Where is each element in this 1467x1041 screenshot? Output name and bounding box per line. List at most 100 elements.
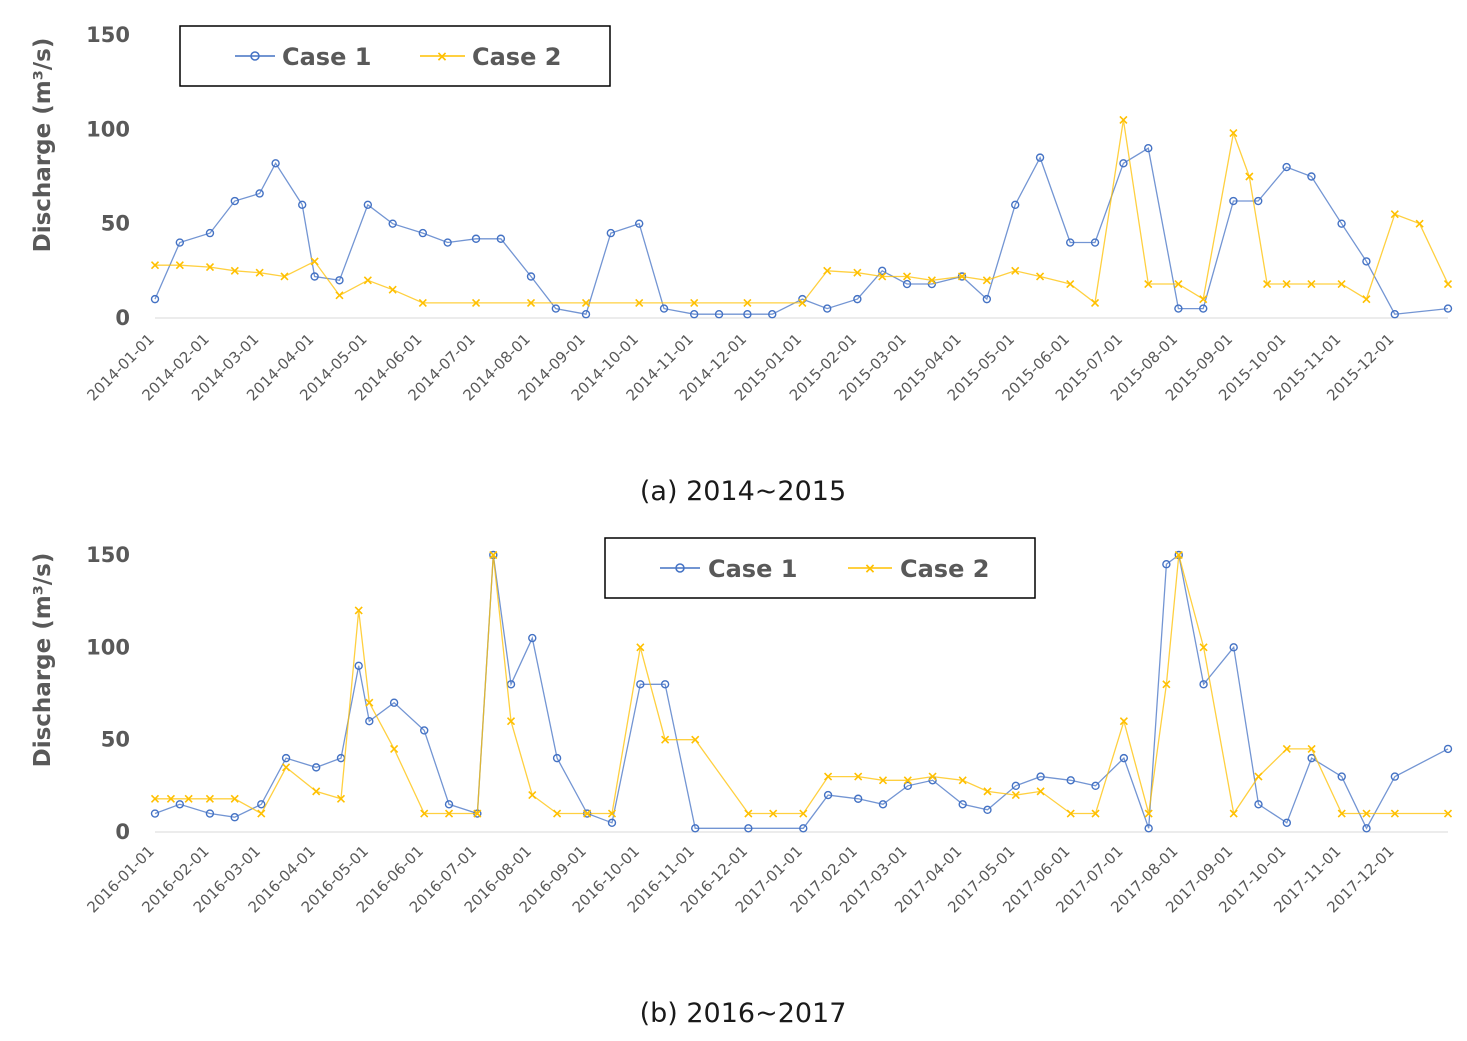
data-point [1282,818,1292,827]
data-point [1443,809,1453,818]
data-point [312,787,321,796]
data-point [506,717,516,726]
y-tick-label: 150 [86,543,130,567]
data-point [1144,279,1153,289]
series-line [154,147,1449,315]
data-point [903,776,912,785]
data-point [581,298,591,307]
data-point [768,310,777,319]
data-point [744,824,753,833]
y-tick-label: 50 [101,728,130,752]
data-point [853,294,862,304]
data-point [1443,279,1453,289]
data-point [271,159,280,168]
data-point [205,262,215,272]
data-point [255,189,264,198]
data-point [714,310,724,319]
legend-marker-case2: × [864,561,876,577]
data-point [335,276,344,285]
data-point [1090,238,1100,247]
data-point [1390,310,1399,319]
series-lines [150,550,1453,833]
data-point [799,809,808,818]
data-point [1307,744,1316,753]
data-point [983,787,992,796]
data-point [1254,772,1263,781]
data-point [205,794,214,803]
data-point [1011,266,1020,275]
data-point [471,298,481,307]
data-point [823,790,833,800]
y-tick-label: 50 [101,212,130,236]
data-point [390,744,399,753]
data-point [1390,772,1400,781]
y-ticks: 0 50 100 150 [86,23,130,330]
data-point [1091,809,1100,818]
data-point [420,809,429,818]
data-point [526,298,536,307]
data-point [958,776,967,785]
data-point [528,633,537,643]
data-point [444,800,454,809]
data-point [388,285,397,294]
data-point [553,809,562,818]
data-point [1119,753,1129,763]
data-point [1362,295,1371,304]
data-point [928,772,937,781]
data-point [1119,717,1128,726]
data-point [927,276,936,285]
data-point [526,272,536,281]
data-point [389,698,399,707]
data-point [636,680,645,689]
data-point [471,234,481,243]
data-point [1337,219,1346,228]
data-point [635,298,644,307]
data-point [1415,219,1424,228]
data-point [902,272,912,281]
data-point [336,794,346,803]
data-point [1036,787,1045,796]
data-point [1011,781,1021,791]
data-point [1036,772,1045,781]
data-point [581,310,591,319]
data-point [1263,279,1272,289]
data-point [1174,550,1183,560]
data-point [1090,298,1100,307]
data-point [878,266,887,276]
data-point [1011,791,1020,800]
data-point [1282,744,1291,753]
data-point [365,698,374,707]
data-point [1144,824,1153,833]
data-point [150,294,160,304]
data-point [659,304,669,313]
data-point [230,794,239,803]
data-point [607,818,617,827]
y-axis-label: Discharge (m³/s) [30,38,56,253]
data-point [257,800,266,809]
data-point [606,228,616,238]
data-point [1119,159,1128,168]
data-point [1199,304,1208,313]
data-point [1174,279,1183,289]
data-point [769,809,778,818]
data-point [1337,279,1346,289]
data-point [489,550,498,560]
data-point [743,310,752,319]
data-point [854,772,863,781]
data-point [903,781,912,791]
data-point [853,794,863,803]
data-point [363,200,373,210]
data-point [1199,295,1208,304]
data-point [982,276,991,285]
data-point [660,680,670,689]
y-tick-label: 0 [115,306,130,330]
data-point [1245,172,1254,181]
x-ticks: 2014-01-012014-02-012014-03-012014-04-01… [83,330,1397,404]
y-axis-label: Discharge (m³/s) [30,553,56,768]
data-point [473,809,482,818]
data-point [420,726,429,735]
series-case-1 [150,143,1453,319]
data-point [528,791,537,800]
data-point [1144,809,1153,818]
data-point [1307,172,1316,181]
